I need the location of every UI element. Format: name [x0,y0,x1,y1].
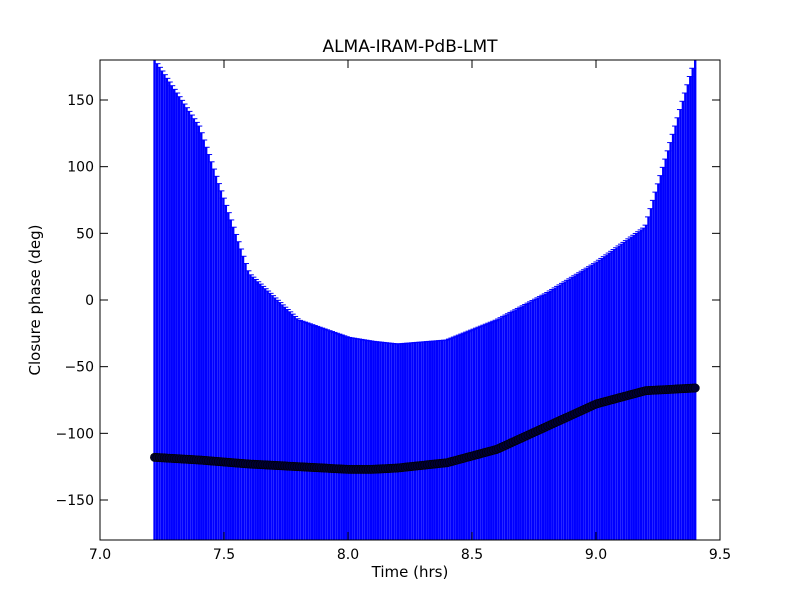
errorbar-layer [153,60,697,540]
y-tick-label: 100 [67,160,94,176]
y-tick-label: −150 [56,493,94,509]
x-tick-label: 9.5 [709,547,731,563]
x-tick-label: 8.5 [461,547,483,563]
x-axis-ticks: 7.0 7.5 8.0 8.5 9.0 9.5 [89,60,731,563]
y-tick-label: 0 [85,293,94,309]
y-axis-label: Closure phase (deg) [26,225,44,376]
chart-title: ALMA-IRAM-PdB-LMT [322,37,498,57]
x-tick-label: 7.0 [89,547,111,563]
x-tick-label: 9.0 [585,547,607,563]
y-tick-label: −50 [64,360,94,376]
y-tick-label: 50 [76,226,94,242]
y-axis-ticks: −150 −100 −50 0 50 100 150 [56,93,720,509]
x-tick-label: 8.0 [337,547,359,563]
x-axis-label: Time (hrs) [371,563,449,581]
x-tick-label: 7.5 [213,547,235,563]
y-tick-label: 150 [67,93,94,109]
data-point-layer [150,383,700,474]
data-point [690,383,700,393]
y-tick-label: −100 [56,426,94,442]
